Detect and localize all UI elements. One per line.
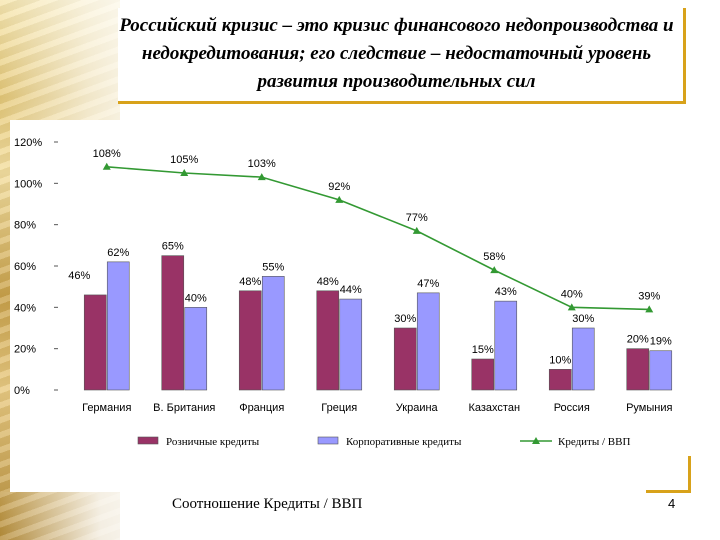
y-tick-label: 40% — [14, 302, 36, 314]
data-label-line: 108% — [93, 148, 121, 160]
x-tick-label: Греция — [321, 402, 357, 414]
data-label-corporate: 30% — [572, 313, 594, 325]
decorative-frame-corner — [646, 456, 691, 493]
x-tick-label: Румыния — [626, 402, 672, 414]
decorative-bottom-fade — [0, 492, 720, 540]
bar-retail — [83, 294, 107, 391]
data-label-retail: 30% — [394, 313, 416, 325]
line-marker — [335, 195, 344, 203]
bar-labels: 46%62%65%40%48%55%48%44%30%47%15%43%10%3… — [68, 241, 672, 367]
data-label-line: 77% — [406, 212, 428, 224]
y-tick-label: 120% — [14, 137, 42, 149]
data-label-line: 58% — [483, 251, 505, 263]
legend: Розничные кредиты Корпоративные кредиты Кр… — [137, 436, 630, 448]
data-label-retail: 10% — [549, 354, 571, 366]
data-label-retail: 20% — [627, 334, 649, 346]
slide-title: Российский кризис – это кризис финансово… — [119, 15, 674, 92]
line-marker — [257, 173, 266, 181]
x-tick-label: Казахстан — [468, 402, 520, 414]
bar-corporate — [571, 327, 595, 391]
x-tick-label: Германия — [82, 402, 131, 414]
y-tick-label: 100% — [14, 178, 42, 190]
data-label-retail: 46% — [68, 270, 90, 282]
bar-retail — [626, 348, 650, 391]
data-label-corporate: 62% — [107, 247, 129, 259]
data-label-retail: 15% — [472, 344, 494, 356]
y-tick-label: 80% — [14, 220, 36, 232]
line-marker — [490, 266, 499, 274]
title-box: Российский кризис – это кризис финансово… — [118, 8, 686, 104]
data-label-line: 103% — [248, 158, 276, 170]
data-label-corporate: 19% — [650, 336, 672, 348]
bar-corporate — [416, 292, 440, 391]
data-label-line: 39% — [638, 290, 660, 302]
data-label-corporate: 55% — [262, 261, 284, 273]
data-label-corporate: 44% — [340, 284, 362, 296]
data-label-line: 40% — [561, 288, 583, 300]
x-axis-labels: Германия В. Британия Франция Греция Украина К… — [82, 402, 672, 414]
legend-label: Розничные кредиты — [166, 436, 260, 448]
line-marker — [645, 305, 654, 313]
x-tick-label: Украина — [396, 402, 439, 414]
bar-corporate — [494, 300, 518, 391]
data-label-retail: 48% — [317, 276, 339, 288]
legend-label: Корпоративные кредиты — [346, 436, 462, 448]
bar-retail — [393, 327, 417, 391]
y-tick-label: 20% — [14, 344, 36, 356]
bar-retail — [316, 290, 340, 391]
bar-corporate — [649, 350, 673, 391]
x-tick-label: В. Британия — [153, 402, 215, 414]
series-line-credit-gdp — [106, 166, 650, 311]
bars — [83, 255, 673, 391]
data-label-corporate: 47% — [417, 278, 439, 290]
line-marker — [412, 226, 421, 234]
bar-corporate — [339, 298, 363, 391]
bar-retail — [548, 369, 572, 391]
data-label-line: 105% — [170, 154, 198, 166]
legend-swatch — [317, 436, 339, 445]
bar-corporate — [106, 261, 130, 391]
y-tick-label: 0% — [14, 385, 30, 397]
legend-label: Кредиты / ВВП — [558, 436, 630, 448]
bar-retail — [471, 358, 495, 391]
bar-retail — [238, 290, 262, 391]
slide-footer: Соотношение Кредиты / ВВП — [172, 496, 363, 512]
y-axis-labels: 0% 20% 40% 60% 80% 100% 120% — [14, 137, 58, 397]
x-tick-label: Франция — [239, 402, 284, 414]
y-tick-label: 60% — [14, 261, 36, 273]
x-tick-label: Россия — [554, 402, 590, 414]
data-label-line: 92% — [328, 181, 350, 193]
legend-swatch — [137, 436, 159, 445]
bar-corporate — [261, 276, 285, 391]
data-label-retail: 65% — [162, 241, 184, 253]
legend-marker — [532, 437, 540, 444]
data-label-corporate: 40% — [185, 292, 207, 304]
line-series: 108% 105% 103% 92% 77% 58% 40% 39% — [93, 148, 660, 313]
line-marker — [102, 162, 111, 170]
data-label-retail: 48% — [239, 276, 261, 288]
chart: 0%20%40%60%80%100%120% 46%62%65%40%48%55… — [14, 137, 673, 448]
line-marker — [180, 169, 189, 176]
data-label-corporate: 43% — [495, 286, 517, 298]
bar-retail — [161, 255, 185, 391]
line-marker — [567, 303, 576, 311]
bar-corporate — [184, 307, 208, 391]
page-number: 4 — [668, 496, 676, 511]
